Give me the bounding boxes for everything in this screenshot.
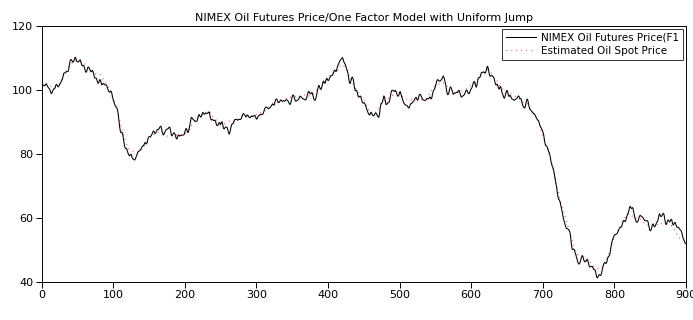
Estimated Oil Spot Price bbox=[523, 101, 532, 105]
NIMEX Oil Futures Price(F1 bbox=[37, 86, 46, 90]
Estimated Oil Spot Price bbox=[595, 267, 604, 271]
NIMEX Oil Futures Price(F1 bbox=[71, 55, 80, 59]
Line: Estimated Oil Spot Price: Estimated Oil Spot Price bbox=[42, 60, 685, 269]
NIMEX Oil Futures Price(F1 bbox=[313, 90, 322, 94]
NIMEX Oil Futures Price(F1 bbox=[496, 84, 505, 88]
NIMEX Oil Futures Price(F1 bbox=[595, 273, 603, 277]
Estimated Oil Spot Price bbox=[37, 82, 46, 85]
Estimated Oil Spot Price bbox=[108, 95, 116, 99]
Estimated Oil Spot Price bbox=[681, 238, 690, 242]
Estimated Oil Spot Price bbox=[206, 110, 214, 114]
Legend: NIMEX Oil Futures Price(F1, Estimated Oil Spot Price: NIMEX Oil Futures Price(F1, Estimated Oi… bbox=[502, 29, 683, 60]
NIMEX Oil Futures Price(F1 bbox=[523, 97, 532, 101]
Estimated Oil Spot Price bbox=[496, 85, 505, 89]
Estimated Oil Spot Price bbox=[72, 58, 80, 62]
Estimated Oil Spot Price bbox=[313, 87, 322, 91]
NIMEX Oil Futures Price(F1 bbox=[108, 95, 116, 99]
Title: NIMEX Oil Futures Price/One Factor Model with Uniform Jump: NIMEX Oil Futures Price/One Factor Model… bbox=[195, 13, 533, 23]
NIMEX Oil Futures Price(F1 bbox=[593, 276, 602, 280]
Estimated Oil Spot Price bbox=[594, 267, 602, 270]
Line: NIMEX Oil Futures Price(F1: NIMEX Oil Futures Price(F1 bbox=[42, 57, 685, 278]
NIMEX Oil Futures Price(F1 bbox=[681, 242, 690, 245]
NIMEX Oil Futures Price(F1 bbox=[206, 113, 214, 117]
